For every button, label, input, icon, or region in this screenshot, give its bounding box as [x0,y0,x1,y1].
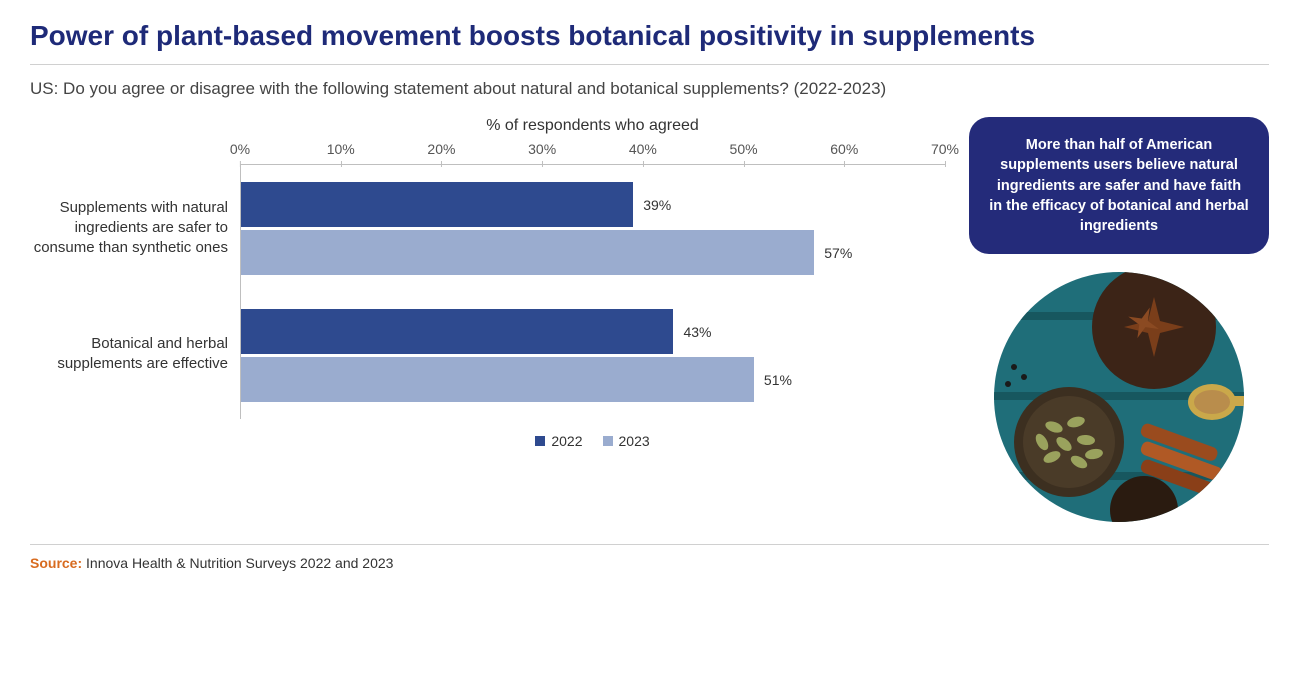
bar-group: 43% 51% [241,292,945,419]
x-tick: 30% [528,141,556,157]
x-tick: 40% [629,141,657,157]
bar [241,182,633,227]
x-tick: 10% [327,141,355,157]
y-axis-labels: Supplements with natural ingredients are… [30,141,240,419]
bar-value-label: 39% [643,197,671,213]
bar [241,230,814,275]
chart-title: % of respondents who agreed [240,117,945,135]
bar [241,309,673,354]
chart-wrap: Supplements with natural ingredients are… [30,141,945,419]
legend-item: 2023 [603,433,650,449]
legend-item: 2022 [535,433,582,449]
bar [241,357,754,402]
bar-row: 43% [241,309,945,354]
plot-area: 0%10%20%30%40%50%60%70% 39%57%43%51% [240,141,945,419]
source-label: Source: [30,555,82,571]
x-tick: 70% [931,141,959,157]
legend-label: 2022 [551,433,582,449]
x-tick: 50% [730,141,758,157]
spices-svg [994,272,1244,522]
bar-value-label: 51% [764,372,792,388]
source-text: Innova Health & Nutrition Surveys 2022 a… [82,555,393,571]
bar-row: 51% [241,357,945,402]
y-label-1: Botanical and herbal supplements are eff… [30,291,240,417]
bar-value-label: 57% [824,245,852,261]
x-tick: 0% [230,141,250,157]
x-axis: 0%10%20%30%40%50%60%70% [240,141,945,165]
bar-value-label: 43% [683,324,711,340]
source-line: Source: Innova Health & Nutrition Survey… [30,544,1269,571]
legend: 2022 2023 [240,433,945,449]
callout-box: More than half of American supplements u… [969,117,1269,254]
page-title: Power of plant-based movement boosts bot… [30,20,1269,52]
legend-label: 2023 [619,433,650,449]
x-tick: 20% [427,141,455,157]
bar-row: 39% [241,182,945,227]
bars-area: 39% 57% 43% 51% [240,165,945,419]
legend-swatch [535,436,545,446]
x-tick: 60% [830,141,858,157]
legend-swatch [603,436,613,446]
main-row: % of respondents who agreed Supplements … [30,117,1269,522]
bar-row: 57% [241,230,945,275]
subtitle: US: Do you agree or disagree with the fo… [30,79,1269,99]
side-column: More than half of American supplements u… [969,117,1269,522]
bar-group: 39% 57% [241,165,945,292]
chart-column: % of respondents who agreed Supplements … [30,117,945,522]
y-label-0: Supplements with natural ingredients are… [30,165,240,291]
spices-image [994,272,1244,522]
divider-top [30,64,1269,65]
